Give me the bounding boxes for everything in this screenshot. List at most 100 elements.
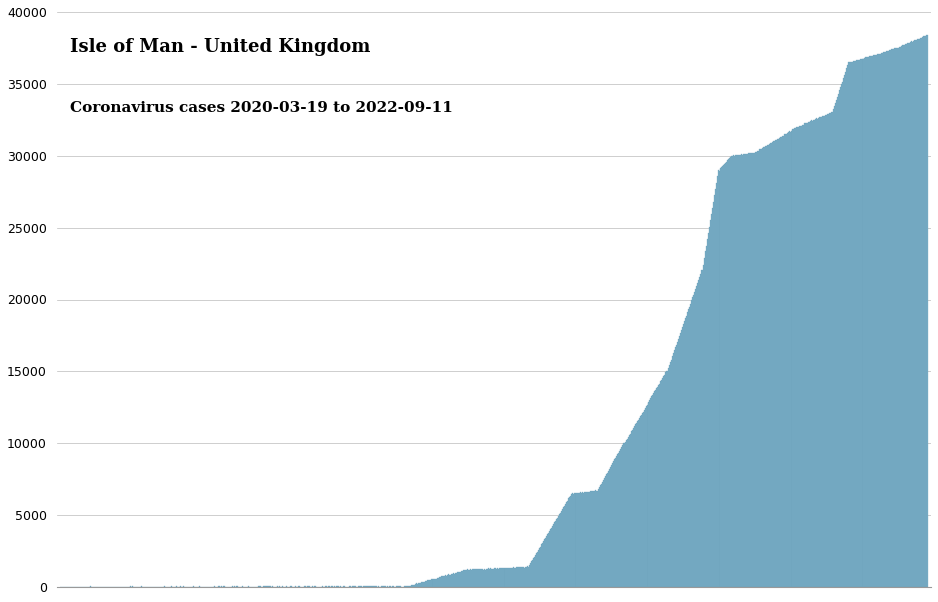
Bar — [199, 586, 200, 587]
Bar — [740, 155, 741, 587]
Bar — [387, 586, 388, 587]
Bar — [842, 78, 844, 587]
Bar — [614, 459, 615, 587]
Bar — [635, 424, 636, 587]
Bar — [373, 586, 374, 587]
Bar — [817, 119, 818, 587]
Bar — [721, 167, 722, 587]
Bar — [662, 378, 663, 587]
Bar — [549, 532, 550, 587]
Bar — [492, 569, 493, 587]
Bar — [673, 353, 674, 587]
Bar — [389, 586, 390, 587]
Bar — [455, 573, 456, 587]
Bar — [722, 166, 723, 587]
Bar — [829, 113, 830, 587]
Bar — [789, 131, 790, 587]
Bar — [532, 560, 533, 587]
Bar — [880, 54, 881, 587]
Bar — [650, 398, 652, 587]
Bar — [839, 90, 840, 587]
Bar — [530, 563, 531, 587]
Bar — [591, 491, 592, 587]
Bar — [458, 572, 459, 587]
Bar — [443, 576, 444, 587]
Bar — [413, 585, 414, 587]
Bar — [799, 126, 800, 587]
Bar — [659, 383, 660, 587]
Bar — [853, 61, 854, 587]
Bar — [803, 125, 804, 587]
Bar — [459, 571, 461, 587]
Bar — [539, 548, 540, 587]
Bar — [776, 140, 777, 587]
Bar — [795, 128, 796, 587]
Bar — [908, 43, 909, 587]
Bar — [927, 34, 928, 587]
Bar — [625, 442, 626, 587]
Bar — [599, 487, 600, 587]
Bar — [476, 569, 477, 587]
Bar — [820, 117, 821, 587]
Bar — [424, 582, 425, 587]
Bar — [655, 391, 656, 587]
Bar — [466, 570, 467, 587]
Bar — [640, 417, 641, 587]
Bar — [867, 57, 868, 587]
Bar — [821, 117, 822, 587]
Bar — [716, 182, 717, 587]
Bar — [707, 233, 708, 587]
Bar — [452, 574, 453, 587]
Bar — [482, 569, 483, 587]
Bar — [405, 586, 406, 587]
Bar — [193, 586, 194, 587]
Bar — [889, 50, 890, 587]
Bar — [846, 69, 847, 587]
Bar — [585, 492, 586, 587]
Bar — [370, 586, 371, 587]
Bar — [863, 58, 864, 587]
Bar — [526, 566, 527, 587]
Bar — [918, 39, 920, 587]
Bar — [838, 94, 839, 587]
Bar — [475, 569, 476, 587]
Bar — [90, 586, 91, 587]
Bar — [519, 568, 520, 587]
Bar — [712, 208, 713, 587]
Bar — [506, 568, 507, 587]
Bar — [834, 106, 835, 587]
Bar — [607, 473, 608, 587]
Bar — [699, 277, 700, 587]
Bar — [295, 586, 296, 587]
Bar — [415, 584, 416, 587]
Bar — [624, 443, 625, 587]
Bar — [367, 586, 368, 587]
Bar — [705, 246, 706, 587]
Bar — [550, 530, 551, 587]
Bar — [454, 574, 455, 587]
Bar — [494, 568, 495, 587]
Bar — [480, 569, 481, 587]
Bar — [915, 40, 916, 587]
Bar — [703, 264, 704, 587]
Bar — [448, 574, 449, 587]
Bar — [629, 433, 630, 587]
Bar — [270, 586, 271, 587]
Bar — [381, 586, 382, 587]
Bar — [726, 161, 727, 587]
Bar — [794, 128, 795, 587]
Bar — [456, 573, 457, 587]
Bar — [830, 113, 831, 587]
Bar — [609, 469, 610, 587]
Bar — [622, 445, 623, 587]
Bar — [760, 149, 761, 587]
Bar — [557, 518, 558, 587]
Bar — [887, 51, 888, 587]
Bar — [567, 498, 568, 587]
Bar — [541, 544, 542, 587]
Bar — [827, 114, 828, 587]
Bar — [337, 586, 338, 587]
Bar — [404, 586, 405, 587]
Bar — [739, 155, 740, 587]
Bar — [423, 582, 424, 587]
